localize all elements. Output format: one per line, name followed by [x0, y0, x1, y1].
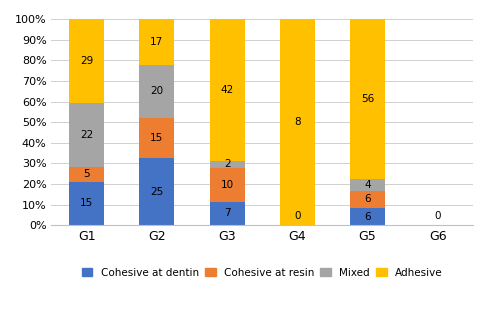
Text: 22: 22 — [80, 130, 93, 140]
Bar — [139, 19, 174, 65]
Legend: Cohesive at dentin, Cohesive at resin, Mixed, Adhesive: Cohesive at dentin, Cohesive at resin, M… — [78, 264, 447, 282]
Bar — [69, 182, 104, 225]
Bar — [139, 118, 174, 158]
Bar — [69, 103, 104, 167]
Text: 5: 5 — [83, 170, 90, 180]
Text: 25: 25 — [150, 187, 163, 197]
Bar — [350, 191, 385, 208]
Text: 56: 56 — [361, 94, 374, 104]
Text: 0: 0 — [294, 211, 301, 221]
Text: 20: 20 — [150, 86, 163, 96]
Text: 15: 15 — [150, 133, 163, 143]
Text: 0: 0 — [435, 211, 441, 221]
Text: 2: 2 — [224, 160, 230, 170]
Text: 42: 42 — [221, 85, 234, 95]
Bar — [69, 167, 104, 182]
Bar — [280, 19, 315, 225]
Bar — [209, 168, 244, 202]
Text: 17: 17 — [150, 37, 163, 47]
Bar — [209, 161, 244, 168]
Text: 15: 15 — [80, 199, 93, 208]
Bar — [69, 19, 104, 103]
Text: 6: 6 — [365, 194, 371, 204]
Text: 8: 8 — [294, 117, 301, 127]
Bar — [209, 19, 244, 161]
Bar — [139, 65, 174, 118]
Text: 4: 4 — [365, 180, 371, 190]
Text: 7: 7 — [224, 208, 230, 218]
Bar — [350, 19, 385, 180]
Text: 10: 10 — [221, 180, 234, 190]
Bar — [139, 158, 174, 225]
Bar — [350, 208, 385, 225]
Text: 6: 6 — [365, 212, 371, 222]
Text: 29: 29 — [80, 56, 93, 66]
Bar — [350, 180, 385, 191]
Bar — [209, 202, 244, 225]
